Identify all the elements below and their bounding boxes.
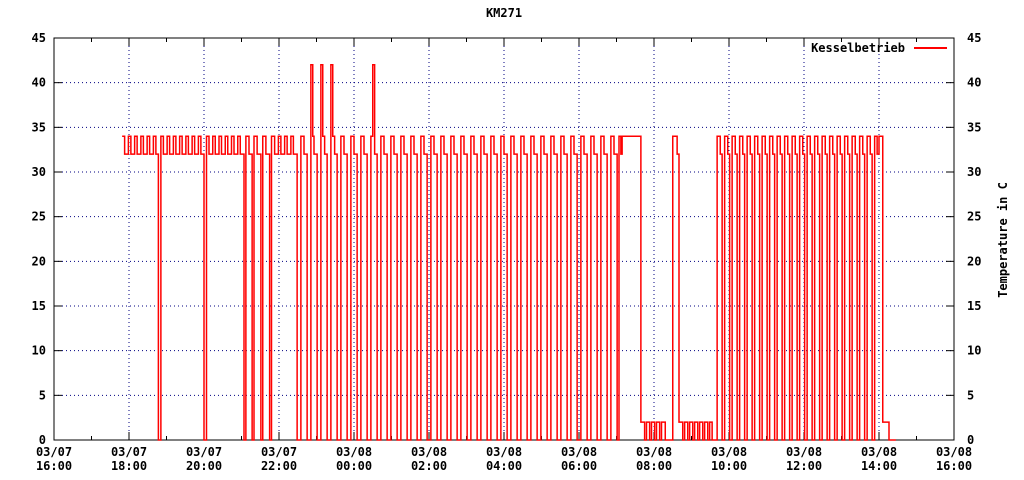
y-tick-label-left: 25: [32, 210, 46, 224]
legend: Kesselbetrieb: [811, 41, 947, 55]
x-tick-label-date: 03/08: [561, 445, 597, 459]
series-kesselbetrieb: [122, 64, 896, 441]
y-tick-label-left: 10: [32, 344, 46, 358]
y-tick-label-right: 45: [967, 31, 981, 45]
x-tick-label-date: 03/07: [36, 445, 72, 459]
y-tick-label-right: 0: [967, 433, 974, 447]
x-tick-label-time: 10:00: [711, 459, 747, 473]
x-tick-label-time: 18:00: [111, 459, 147, 473]
x-tick-label-date: 03/08: [711, 445, 747, 459]
legend-line-sample: [914, 47, 947, 49]
y-axis-label-right: Temperature in C: [996, 182, 1010, 298]
x-tick-label-time: 22:00: [261, 459, 297, 473]
y-tick-label-right: 25: [967, 210, 981, 224]
y-tick-label-left: 30: [32, 165, 46, 179]
x-tick-label-time: 04:00: [486, 459, 522, 473]
y-tick-label-left: 5: [39, 388, 46, 402]
x-tick-label-date: 03/08: [336, 445, 372, 459]
x-tick-label-time: 16:00: [936, 459, 972, 473]
y-tick-label-left: 40: [32, 76, 46, 90]
y-tick-label-left: 15: [32, 299, 46, 313]
x-tick-label-time: 02:00: [411, 459, 447, 473]
x-tick-label-date: 03/07: [186, 445, 222, 459]
x-tick-label-time: 08:00: [636, 459, 672, 473]
x-tick-label-time: 14:00: [861, 459, 897, 473]
y-tick-label-left: 35: [32, 120, 46, 134]
y-tick-label-right: 10: [967, 344, 981, 358]
x-tick-label-date: 03/08: [411, 445, 447, 459]
y-tick-label-right: 15: [967, 299, 981, 313]
y-tick-label-right: 40: [967, 76, 981, 90]
y-tick-label-right: 5: [967, 388, 974, 402]
x-tick-label-date: 03/08: [636, 445, 672, 459]
x-tick-label-date: 03/08: [936, 445, 972, 459]
x-tick-label-date: 03/08: [786, 445, 822, 459]
x-tick-label-time: 20:00: [186, 459, 222, 473]
y-tick-label-right: 35: [967, 120, 981, 134]
x-tick-label-time: 16:00: [36, 459, 72, 473]
y-tick-label-right: 20: [967, 254, 981, 268]
legend-label: Kesselbetrieb: [811, 41, 905, 55]
chart-title: KM271: [485, 6, 523, 20]
tick-labels: 0 0 5 5 10 10 15 15 20 20 25 25 30 30 35 35 40 40 45 45 03/0…: [32, 31, 982, 473]
x-tick-label-time: 00:00: [336, 459, 372, 473]
x-tick-label-time: 06:00: [561, 459, 597, 473]
x-tick-label-date: 03/08: [861, 445, 897, 459]
x-tick-label-date: 03/07: [261, 445, 297, 459]
x-tick-label-time: 12:00: [786, 459, 822, 473]
x-tick-label-date: 03/08: [486, 445, 522, 459]
y-tick-label-left: 20: [32, 254, 46, 268]
y-tick-label-left: 45: [32, 31, 46, 45]
y-tick-label-right: 30: [967, 165, 981, 179]
x-tick-label-date: 03/07: [111, 445, 147, 459]
y-tick-label-left: 0: [39, 433, 46, 447]
